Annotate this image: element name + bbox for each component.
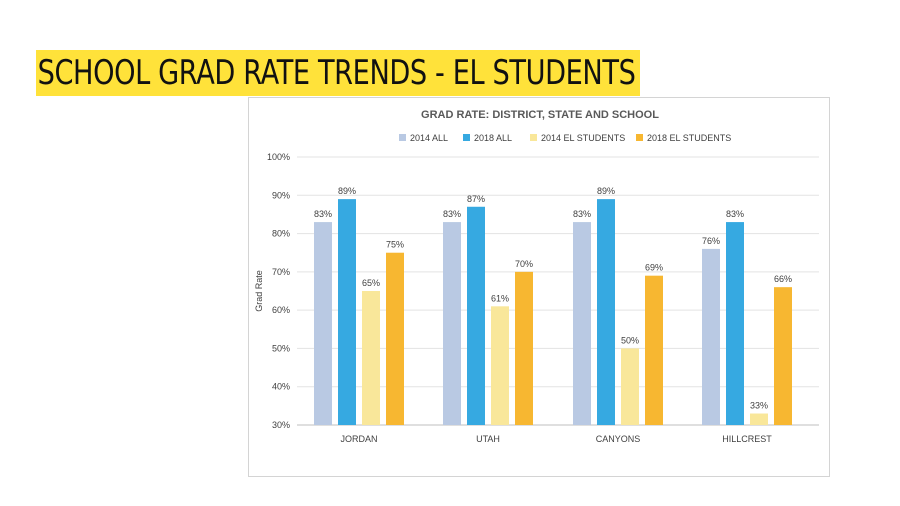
legend-label-3: 2014 EL STUDENTS: [541, 133, 625, 143]
bar-canyons-series-3: [621, 348, 639, 425]
bar-canyons-series-2: [597, 199, 615, 425]
chart-title: GRAD RATE: DISTRICT, STATE AND SCHOOL: [421, 109, 659, 121]
bar-value-label: 83%: [726, 209, 744, 219]
bar-value-label: 76%: [702, 236, 720, 246]
chart-bars: [314, 199, 792, 425]
bar-value-label: 33%: [750, 401, 768, 411]
legend-swatch-2: [463, 134, 470, 141]
bar-value-label: 50%: [621, 335, 639, 345]
bar-value-label: 89%: [338, 186, 356, 196]
grad-rate-chart: GRAD RATE: DISTRICT, STATE AND SCHOOL 20…: [254, 109, 819, 444]
category-label-jordan: JORDAN: [340, 434, 377, 444]
bar-jordan-series-4: [386, 252, 404, 425]
bar-canyons-series-1: [573, 222, 591, 425]
y-tick-label: 80%: [272, 229, 290, 239]
chart-legend: 2014 ALL 2018 ALL 2014 EL STUDENTS 2018 EL …: [399, 133, 731, 143]
bar-utah-series-4: [515, 271, 533, 425]
bar-utah-series-1: [443, 222, 461, 425]
bar-canyons-series-4: [645, 275, 663, 425]
x-axis-categories: JORDAN UTAH CANYONS HILLCREST: [340, 434, 772, 444]
bar-utah-series-3: [491, 306, 509, 425]
slide-title: SCHOOL GRAD RATE TRENDS - EL STUDENTS: [36, 50, 641, 96]
bar-value-label: 83%: [314, 209, 332, 219]
legend-swatch-1: [399, 134, 406, 141]
bar-value-label: 70%: [515, 259, 533, 269]
bar-jordan-series-3: [362, 291, 380, 425]
bar-value-label: 87%: [467, 194, 485, 204]
legend-label-1: 2014 ALL: [410, 133, 448, 143]
bar-value-labels: 83% 89% 65% 75% 83% 87% 61% 70% 83% 89% 50% 69% 76% 8…: [314, 186, 792, 410]
bar-value-label: 89%: [597, 186, 615, 196]
y-tick-label: 40%: [272, 382, 290, 392]
bar-hillcrest-series-3: [750, 413, 768, 425]
bar-value-label: 75%: [386, 240, 404, 250]
legend-label-4: 2018 EL STUDENTS: [647, 133, 731, 143]
chart-gridlines: [297, 156, 819, 426]
bar-hillcrest-series-2: [726, 222, 744, 425]
bar-value-label: 69%: [645, 263, 663, 273]
y-tick-label: 100%: [267, 152, 290, 162]
bar-value-label: 65%: [362, 278, 380, 288]
bar-utah-series-2: [467, 206, 485, 425]
bar-jordan-series-1: [314, 222, 332, 425]
legend-swatch-3: [530, 134, 537, 141]
y-tick-label: 50%: [272, 343, 290, 353]
bar-value-label: 83%: [573, 209, 591, 219]
legend-label-2: 2018 ALL: [474, 133, 512, 143]
category-label-utah: UTAH: [476, 434, 500, 444]
category-label-hillcrest: HILLCREST: [722, 434, 772, 444]
y-axis-label: Grad Rate: [254, 270, 264, 312]
bar-hillcrest-series-1: [702, 248, 720, 425]
y-tick-label: 30%: [272, 420, 290, 430]
y-tick-label: 90%: [272, 190, 290, 200]
bar-hillcrest-series-4: [774, 287, 792, 425]
y-tick-label: 60%: [272, 305, 290, 315]
bar-value-label: 66%: [774, 274, 792, 284]
category-label-canyons: CANYONS: [596, 434, 641, 444]
bar-value-label: 61%: [491, 293, 509, 303]
y-tick-label: 70%: [272, 267, 290, 277]
bar-value-label: 83%: [443, 209, 461, 219]
legend-swatch-4: [636, 134, 643, 141]
chart-frame: GRAD RATE: DISTRICT, STATE AND SCHOOL 20…: [248, 97, 830, 477]
bar-jordan-series-2: [338, 199, 356, 425]
y-axis-ticks: 30% 40% 50% 60% 70% 80% 90% 100%: [267, 152, 290, 430]
